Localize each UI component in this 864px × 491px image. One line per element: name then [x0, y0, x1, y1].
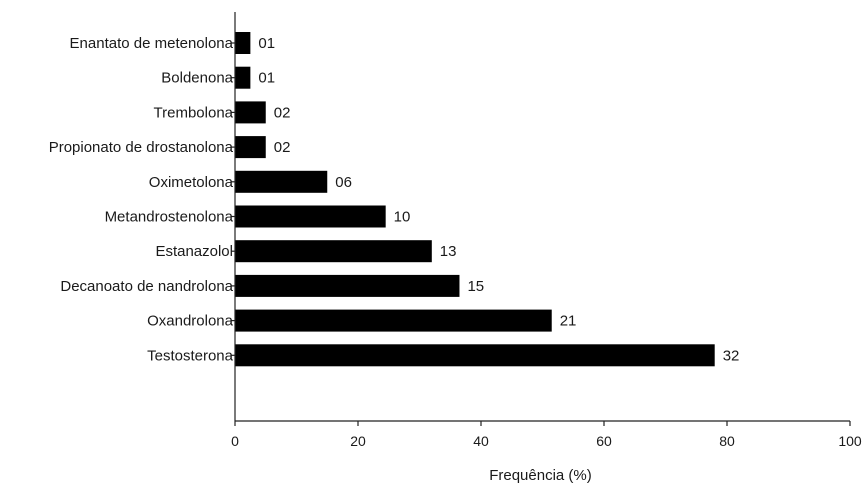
data-label-2: 02: [274, 104, 291, 121]
data-label-9: 32: [723, 347, 740, 364]
bar-6: [235, 240, 432, 263]
data-label-7: 15: [467, 278, 484, 295]
category-label-6: Estanazolol: [155, 243, 233, 260]
data-label-3: 02: [274, 139, 291, 156]
x-tick-label-3: 60: [596, 433, 612, 449]
ticks-layer: [231, 42, 851, 426]
data-label-1: 01: [258, 70, 275, 87]
bar-0: [235, 32, 251, 54]
bar-5: [235, 205, 386, 228]
labels-layer: Enantato de metenolona 01 Boldenona 01 Tremb…: [49, 35, 862, 449]
category-label-5: Metandrostenolona: [105, 209, 234, 226]
bar-4: [235, 170, 328, 193]
category-label-8: Oxandrolona: [147, 313, 234, 330]
category-label-9: Testosterona: [147, 347, 234, 364]
category-label-3: Propionato de drostanolona: [49, 139, 234, 156]
x-tick-label-0: 0: [231, 433, 239, 449]
data-label-0: 01: [258, 35, 275, 52]
category-label-0: Enantato de metenolona: [70, 35, 234, 52]
category-label-4: Oximetolona: [149, 174, 234, 191]
x-tick-label-4: 80: [719, 433, 735, 449]
bar-2: [235, 101, 266, 124]
category-label-1: Boldenona: [161, 70, 233, 87]
category-label-7: Decanoato de nandrolona: [60, 278, 233, 295]
bar-7: [235, 274, 460, 297]
data-label-8: 21: [560, 313, 577, 330]
x-tick-label-5: 100: [838, 433, 862, 449]
x-axis-title: Frequência (%): [489, 467, 592, 484]
bar-9: [235, 344, 715, 367]
x-tick-label-1: 20: [350, 433, 366, 449]
x-tick-label-2: 40: [473, 433, 489, 449]
bar-3: [235, 136, 266, 159]
bars-layer: [235, 32, 715, 367]
data-label-6: 13: [440, 243, 457, 260]
bar-1: [235, 66, 251, 89]
category-label-2: Trembolona: [154, 104, 234, 121]
data-label-4: 06: [335, 174, 352, 191]
data-label-5: 10: [394, 209, 411, 226]
bar-8: [235, 309, 552, 332]
